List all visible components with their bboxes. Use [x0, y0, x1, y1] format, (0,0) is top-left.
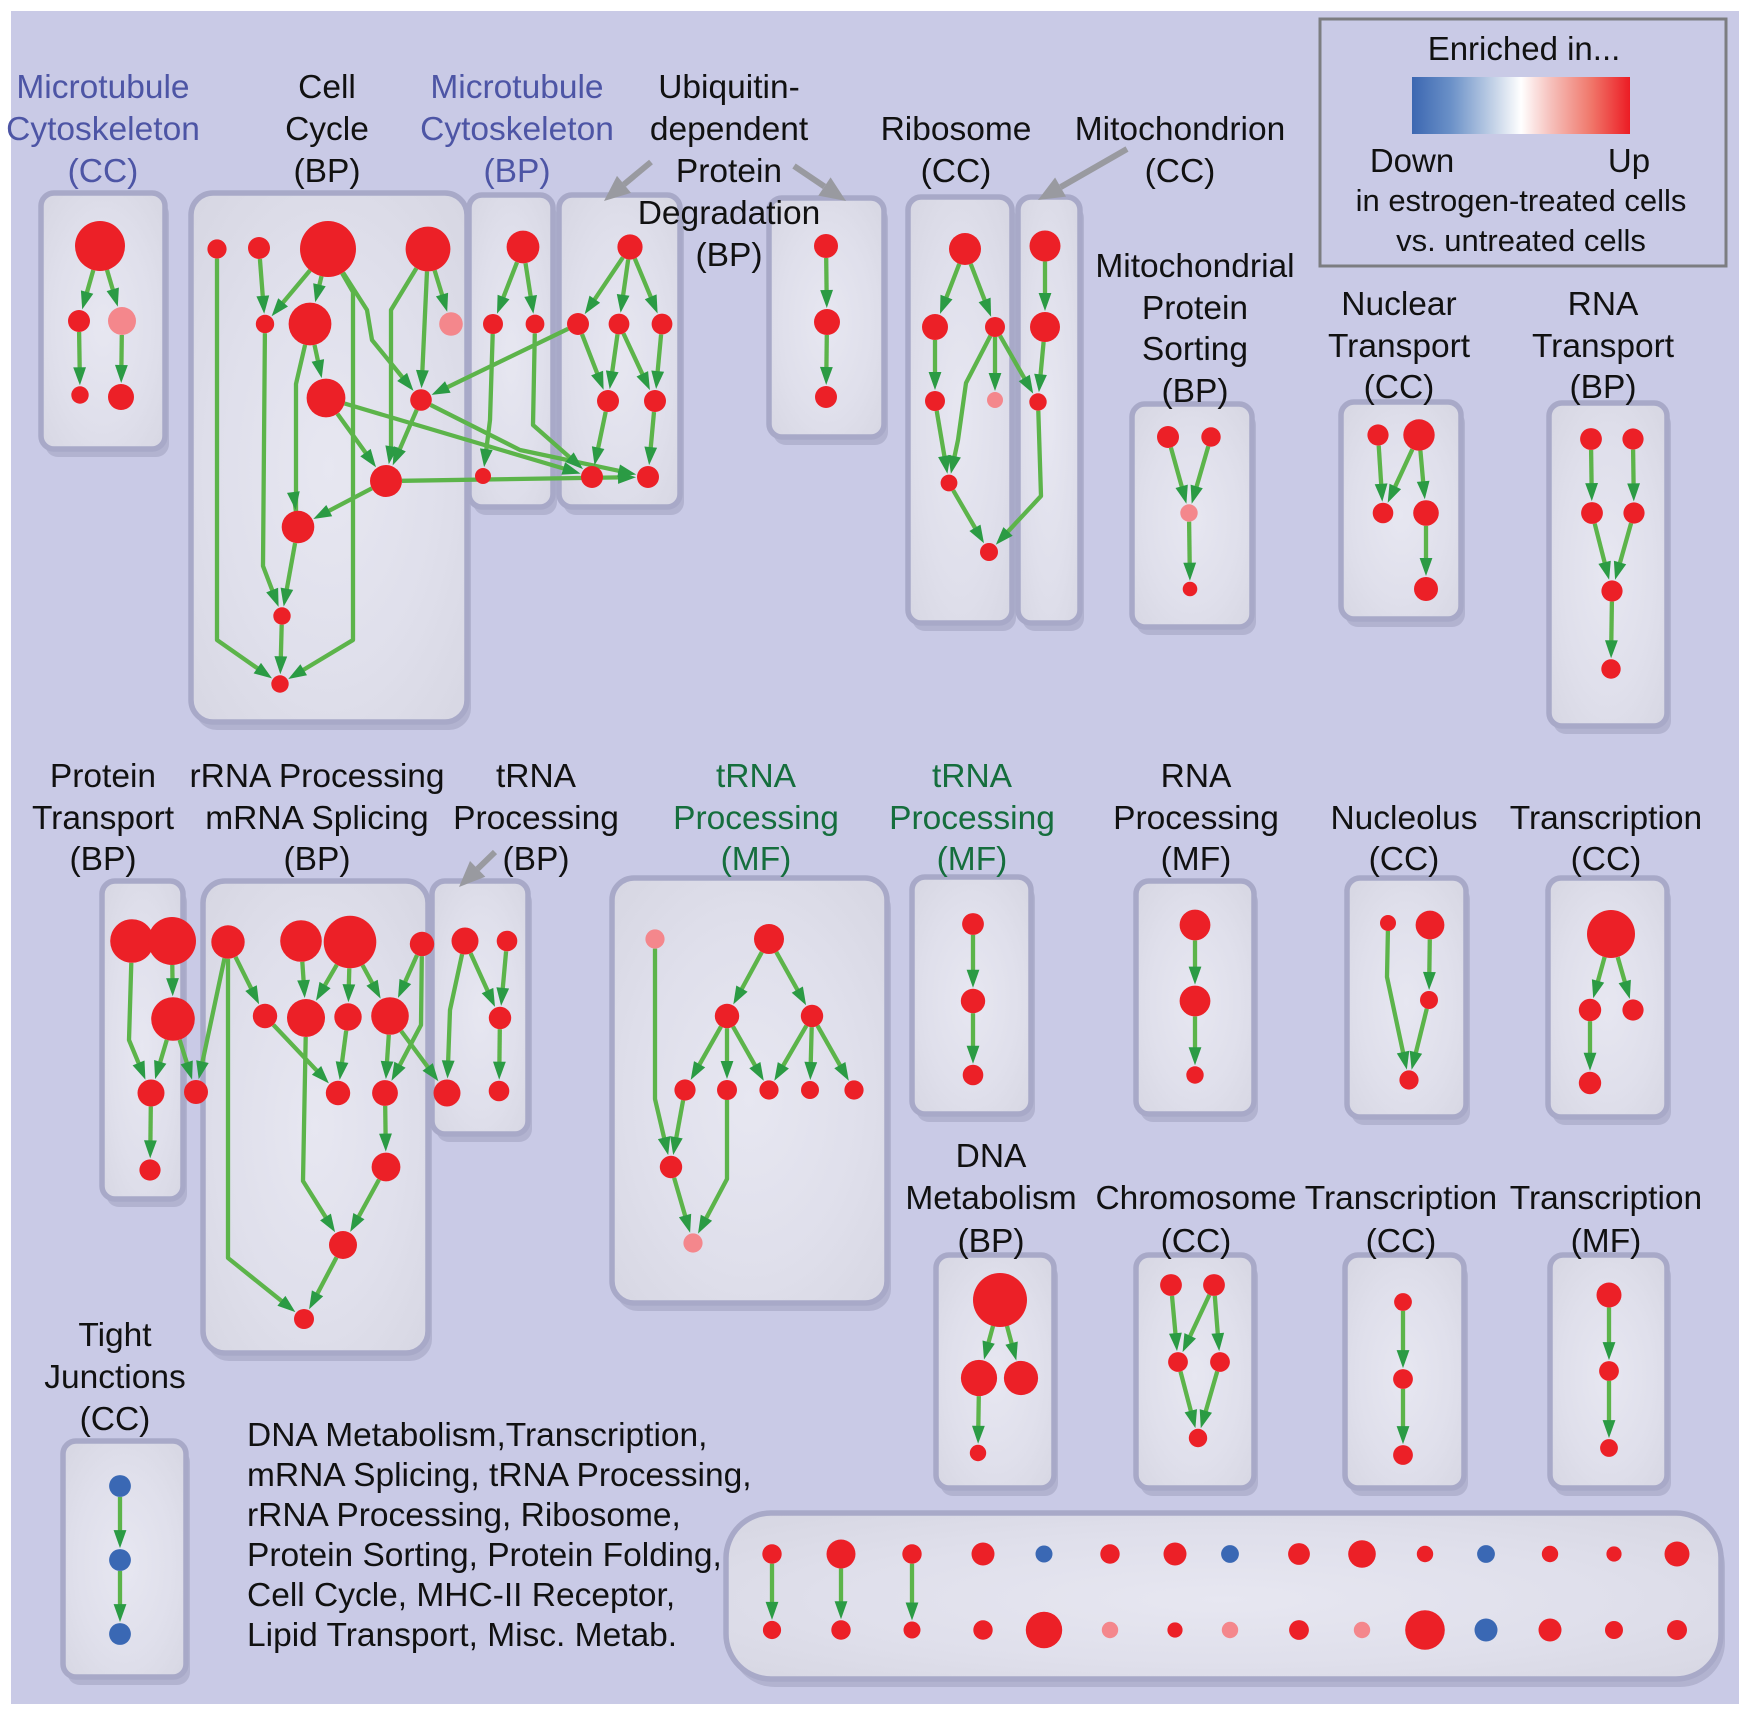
svg-text:(CC): (CC)	[1369, 841, 1440, 878]
svg-text:mRNA Splicing, tRNA Processing: mRNA Splicing, tRNA Processing,	[247, 1457, 752, 1494]
svg-text:(MF): (MF)	[1571, 1223, 1642, 1260]
svg-text:Microtubule: Microtubule	[430, 69, 603, 106]
svg-text:vs. untreated cells: vs. untreated cells	[1396, 223, 1646, 258]
svg-text:(CC): (CC)	[1161, 1223, 1232, 1260]
svg-text:Ribosome: Ribosome	[881, 111, 1032, 148]
svg-text:Lipid Transport, Misc. Metab.: Lipid Transport, Misc. Metab.	[247, 1617, 677, 1654]
svg-text:(CC): (CC)	[1364, 369, 1435, 406]
svg-text:Mitochondrion: Mitochondrion	[1075, 111, 1285, 148]
svg-text:Processing: Processing	[673, 800, 839, 837]
svg-text:Junctions: Junctions	[44, 1359, 186, 1396]
svg-text:Protein Sorting, Protein Foldi: Protein Sorting, Protein Folding,	[247, 1537, 722, 1574]
svg-text:rRNA Processing, Ribosome,: rRNA Processing, Ribosome,	[247, 1497, 681, 1534]
svg-text:(MF): (MF)	[1161, 841, 1232, 878]
svg-text:Transcription: Transcription	[1305, 1180, 1497, 1217]
svg-text:Chromosome: Chromosome	[1095, 1180, 1296, 1217]
svg-text:tRNA: tRNA	[716, 758, 797, 795]
svg-text:tRNA: tRNA	[496, 758, 577, 795]
svg-text:Transport: Transport	[1328, 328, 1471, 365]
svg-text:(CC): (CC)	[68, 153, 139, 190]
svg-text:Up: Up	[1608, 142, 1650, 179]
svg-text:(BP): (BP)	[958, 1223, 1025, 1260]
svg-text:DNA: DNA	[956, 1138, 1027, 1175]
svg-text:Microtubule: Microtubule	[16, 69, 189, 106]
svg-text:Processing: Processing	[453, 800, 619, 837]
svg-text:mRNA Splicing: mRNA Splicing	[205, 800, 428, 837]
svg-text:(BP): (BP)	[70, 841, 137, 878]
svg-text:(CC): (CC)	[1366, 1223, 1437, 1260]
svg-text:Transport: Transport	[1532, 328, 1675, 365]
svg-text:(BP): (BP)	[294, 153, 361, 190]
svg-text:Protein: Protein	[50, 758, 156, 795]
svg-text:(CC): (CC)	[1145, 153, 1216, 190]
svg-text:Nucleolus: Nucleolus	[1330, 800, 1477, 837]
svg-text:Cycle: Cycle	[285, 111, 369, 148]
svg-text:(BP): (BP)	[284, 841, 351, 878]
svg-text:(BP): (BP)	[1162, 373, 1229, 410]
svg-text:(BP): (BP)	[1570, 369, 1637, 406]
svg-text:Protein: Protein	[676, 153, 782, 190]
svg-text:Protein: Protein	[1142, 290, 1248, 327]
svg-text:Cell: Cell	[298, 69, 356, 106]
svg-text:in estrogen-treated cells: in estrogen-treated cells	[1356, 183, 1687, 218]
svg-text:DNA Metabolism,Transcription,: DNA Metabolism,Transcription,	[247, 1417, 707, 1454]
svg-text:Mitochondrial: Mitochondrial	[1095, 248, 1294, 285]
svg-text:(CC): (CC)	[1571, 841, 1642, 878]
svg-text:(CC): (CC)	[921, 153, 992, 190]
svg-text:(BP): (BP)	[696, 237, 763, 274]
svg-text:RNA: RNA	[1161, 758, 1232, 795]
svg-text:Ubiquitin-: Ubiquitin-	[658, 69, 800, 106]
svg-text:Cytoskeleton: Cytoskeleton	[6, 111, 200, 148]
svg-text:(BP): (BP)	[484, 153, 551, 190]
svg-text:Transcription: Transcription	[1510, 800, 1702, 837]
svg-text:Enriched in...: Enriched in...	[1428, 30, 1621, 67]
svg-text:RNA: RNA	[1568, 286, 1639, 323]
svg-text:rRNA Processing: rRNA Processing	[189, 758, 444, 795]
svg-text:Transcription: Transcription	[1510, 1180, 1702, 1217]
svg-text:tRNA: tRNA	[932, 758, 1013, 795]
svg-text:Cell Cycle, MHC-II Receptor,: Cell Cycle, MHC-II Receptor,	[247, 1577, 675, 1614]
svg-text:Down: Down	[1370, 142, 1454, 179]
svg-text:Sorting: Sorting	[1142, 331, 1248, 368]
svg-text:Transport: Transport	[32, 800, 175, 837]
svg-text:(CC): (CC)	[80, 1401, 151, 1438]
svg-text:dependent: dependent	[650, 111, 809, 148]
svg-text:Processing: Processing	[889, 800, 1055, 837]
svg-text:Cytoskeleton: Cytoskeleton	[420, 111, 614, 148]
svg-text:Degradation: Degradation	[638, 195, 821, 232]
svg-text:(MF): (MF)	[721, 841, 792, 878]
svg-text:Processing: Processing	[1113, 800, 1279, 837]
svg-text:(BP): (BP)	[503, 841, 570, 878]
svg-text:Metabolism: Metabolism	[905, 1180, 1076, 1217]
svg-text:Nuclear: Nuclear	[1341, 286, 1456, 323]
svg-text:(MF): (MF)	[937, 841, 1008, 878]
svg-text:Tight: Tight	[78, 1317, 152, 1354]
